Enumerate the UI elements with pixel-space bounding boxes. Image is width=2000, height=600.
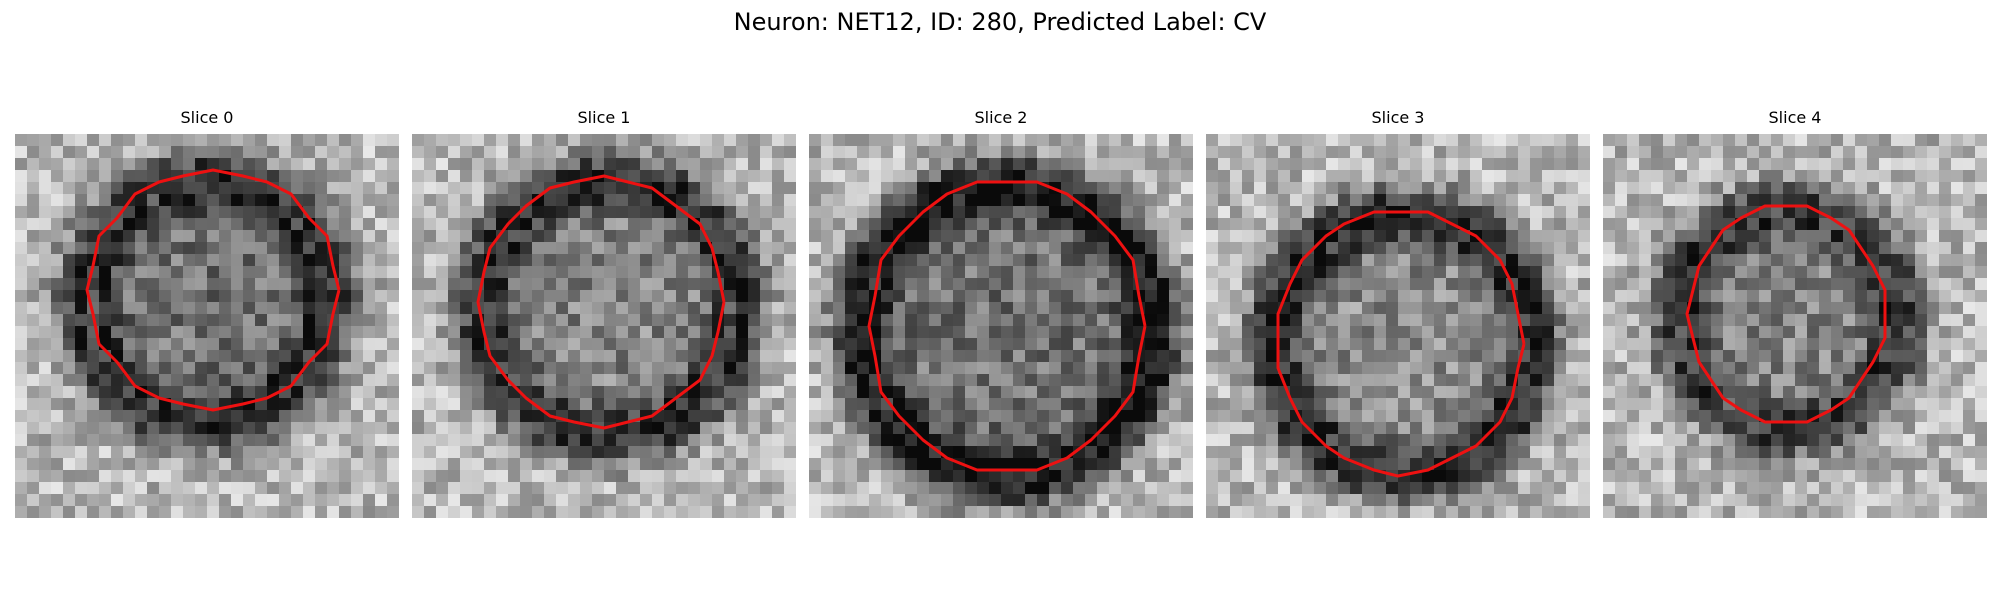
slice-image-2 — [809, 134, 1193, 518]
slice-image-4 — [1603, 134, 1987, 518]
segmentation-contour — [1685, 204, 1887, 424]
pixel-grid — [1206, 134, 1590, 518]
slice-title: Slice 3 — [1371, 108, 1425, 127]
slice-image-3 — [1206, 134, 1590, 518]
slice-title: Slice 0 — [180, 108, 234, 127]
slice-image-1 — [412, 134, 796, 518]
segmentation-contour — [476, 174, 726, 430]
pixel-grid — [1603, 134, 1987, 518]
segmentation-contour — [1276, 210, 1526, 478]
pixel-grid — [809, 134, 1193, 518]
slice-panel-2: Slice 2 — [809, 108, 1193, 522]
slice-title: Slice 2 — [974, 108, 1028, 127]
slice-title: Slice 1 — [577, 108, 631, 127]
pixel-grid — [412, 134, 796, 518]
slice-panel-1: Slice 1 — [412, 108, 796, 522]
slice-panel-0: Slice 0 — [15, 108, 399, 522]
slice-panel-3: Slice 3 — [1206, 108, 1590, 522]
segmentation-contour — [85, 168, 341, 412]
segmentation-contour — [867, 180, 1147, 472]
pixel-grid — [15, 134, 399, 518]
slice-panel-4: Slice 4 — [1603, 108, 1987, 522]
figure-title: Neuron: NET12, ID: 280, Predicted Label:… — [733, 8, 1267, 36]
slice-title: Slice 4 — [1768, 108, 1822, 127]
slice-image-0 — [15, 134, 399, 518]
